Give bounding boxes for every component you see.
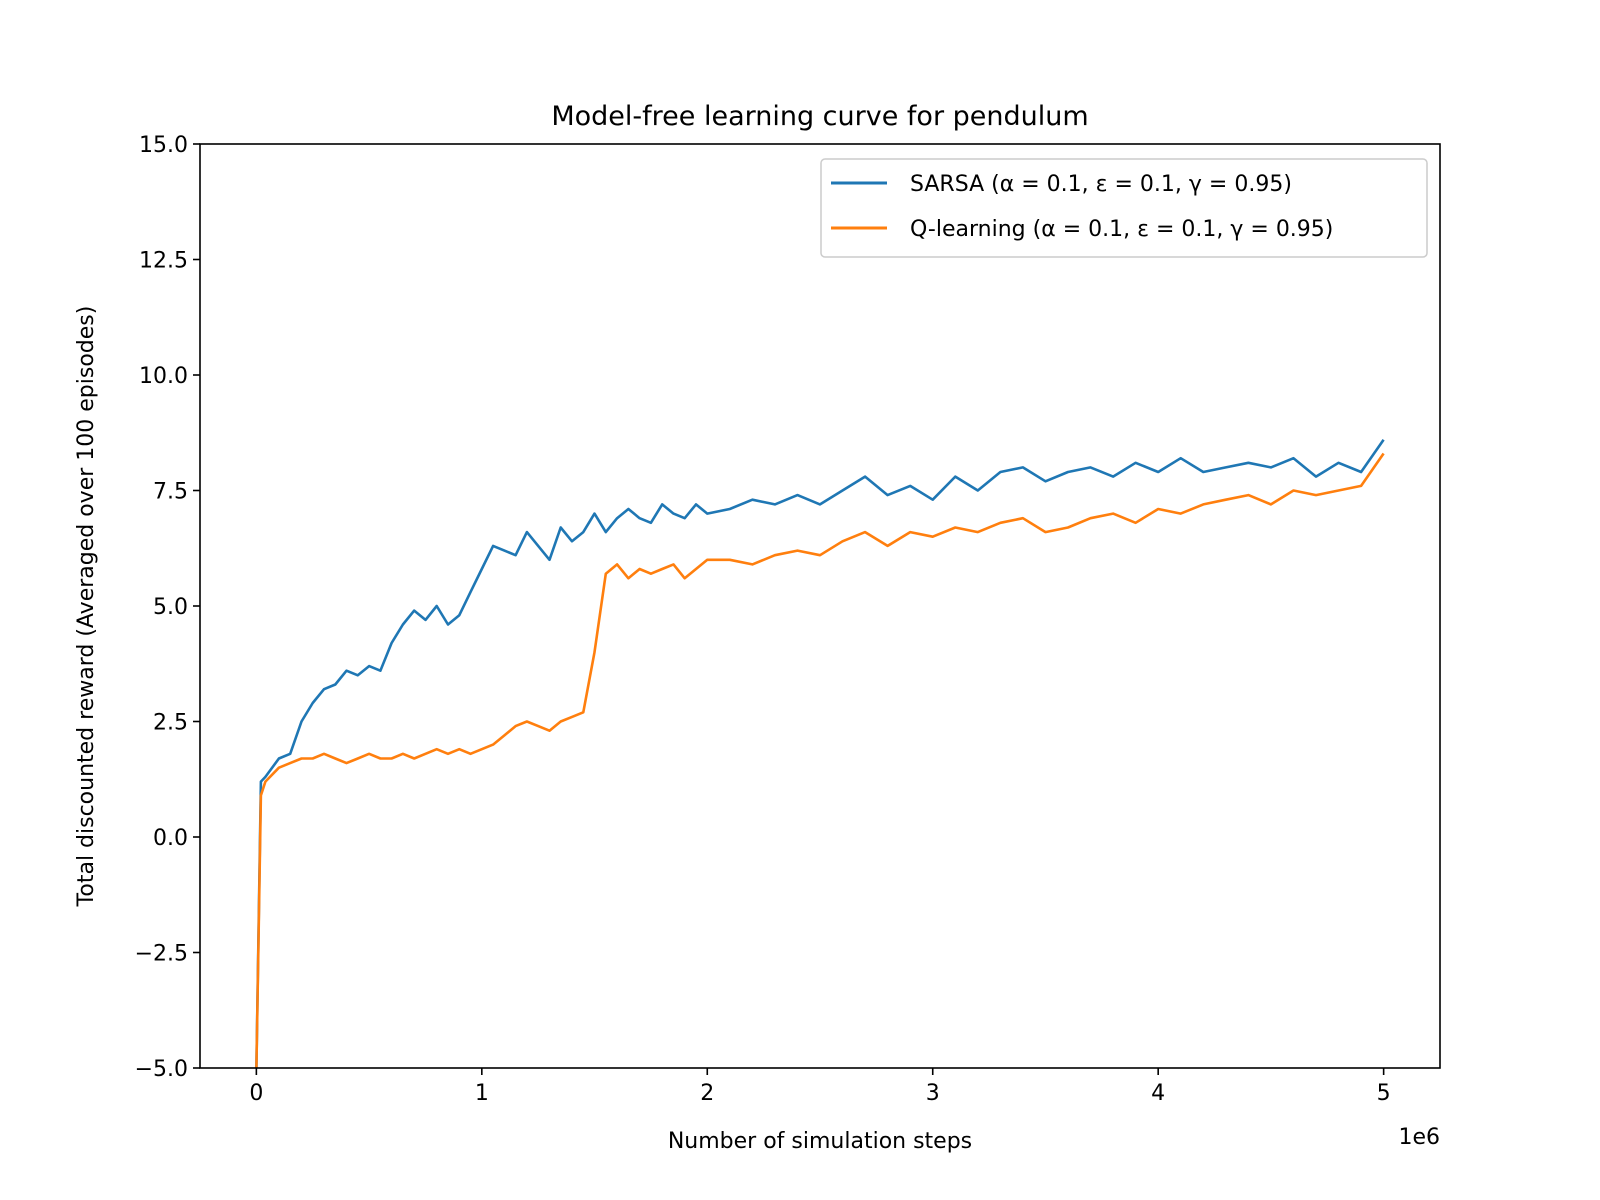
y-tick-label: 2.5 [153,711,188,736]
y-tick-label: 12.5 [139,249,188,274]
legend-box [820,158,1428,258]
y-axis-label: Total discounted reward (Averaged over 1… [74,306,99,908]
y-tick-label: 0.0 [153,826,188,851]
q-learning-line [255,452,1385,1069]
y-tick-label: 7.5 [153,480,188,505]
x-tick-label: 1 [475,1081,489,1106]
x-tick-label: 2 [700,1081,714,1106]
y-tick-label: −2.5 [135,942,188,967]
x-axis-offset-label: 1e6 [1398,1125,1440,1150]
chart-title: Model-free learning curve for pendulum [551,101,1088,132]
legend-label-q-learning: Q-learning (α = 0.1, ε = 0.1, γ = 0.95) [910,217,1333,242]
axis-ticks: 0 1 2 3 4 5 −5.0 −2.5 0.0 2.5 5.0 7.5 10.0 12.5 15.0 [135,133,1391,1106]
x-tick-label: 5 [1377,1081,1391,1106]
legend: SARSA (α = 0.1, ε = 0.1, γ = 0.95) Q-lea… [820,158,1428,258]
x-tick-label: 0 [249,1081,263,1106]
y-tick-label: 5.0 [153,595,188,620]
y-tick-label: 10.0 [139,364,188,389]
x-tick-label: 3 [926,1081,940,1106]
y-tick-label: 15.0 [139,133,188,158]
series-lines [255,438,1385,1069]
x-axis-label: Number of simulation steps [668,1129,972,1154]
sarsa-line [255,438,1385,1069]
x-tick-label: 4 [1151,1081,1165,1106]
y-tick-label: −5.0 [135,1057,188,1082]
legend-label-sarsa: SARSA (α = 0.1, ε = 0.1, γ = 0.95) [910,172,1292,197]
